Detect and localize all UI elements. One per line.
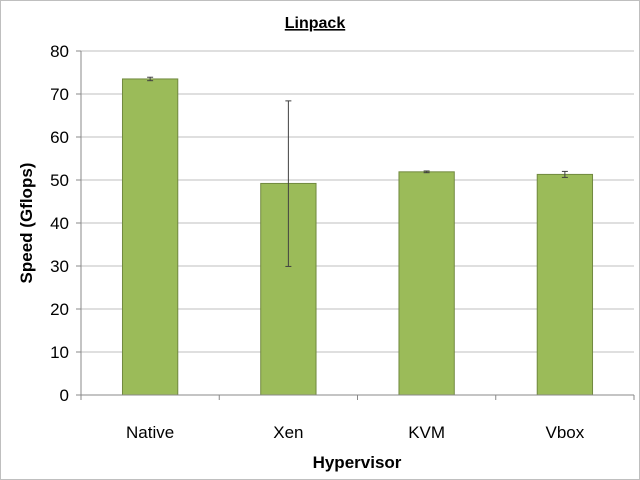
y-tick-label: 50 — [50, 171, 69, 190]
x-tick-label: Vbox — [546, 423, 585, 442]
y-tick-label: 70 — [50, 85, 69, 104]
bar-kvm — [398, 171, 455, 396]
y-axis-title: Speed (Gflops) — [17, 163, 36, 284]
y-tick-label: 30 — [50, 257, 69, 276]
x-tick-label: KVM — [408, 423, 445, 442]
error-bars — [147, 76, 568, 267]
y-tick-label: 0 — [60, 386, 69, 405]
y-tick-label: 40 — [50, 214, 69, 233]
y-tick-label: 60 — [50, 128, 69, 147]
y-tick-label: 10 — [50, 343, 69, 362]
x-tick-label: Native — [126, 423, 174, 442]
x-axis-title: Hypervisor — [313, 453, 402, 472]
x-axis-ticks: Native Xen KVM Vbox — [80, 395, 635, 442]
chart-title: Linpack — [285, 15, 346, 32]
y-tick-label: 20 — [50, 300, 69, 319]
y-tick-label: 80 — [50, 42, 69, 61]
x-tick-label: Xen — [273, 423, 303, 442]
bars — [121, 78, 594, 396]
bar-vbox — [536, 173, 594, 396]
bar-native — [121, 78, 179, 396]
y-axis-ticks: 0 10 20 30 40 50 60 70 80 — [50, 42, 69, 405]
